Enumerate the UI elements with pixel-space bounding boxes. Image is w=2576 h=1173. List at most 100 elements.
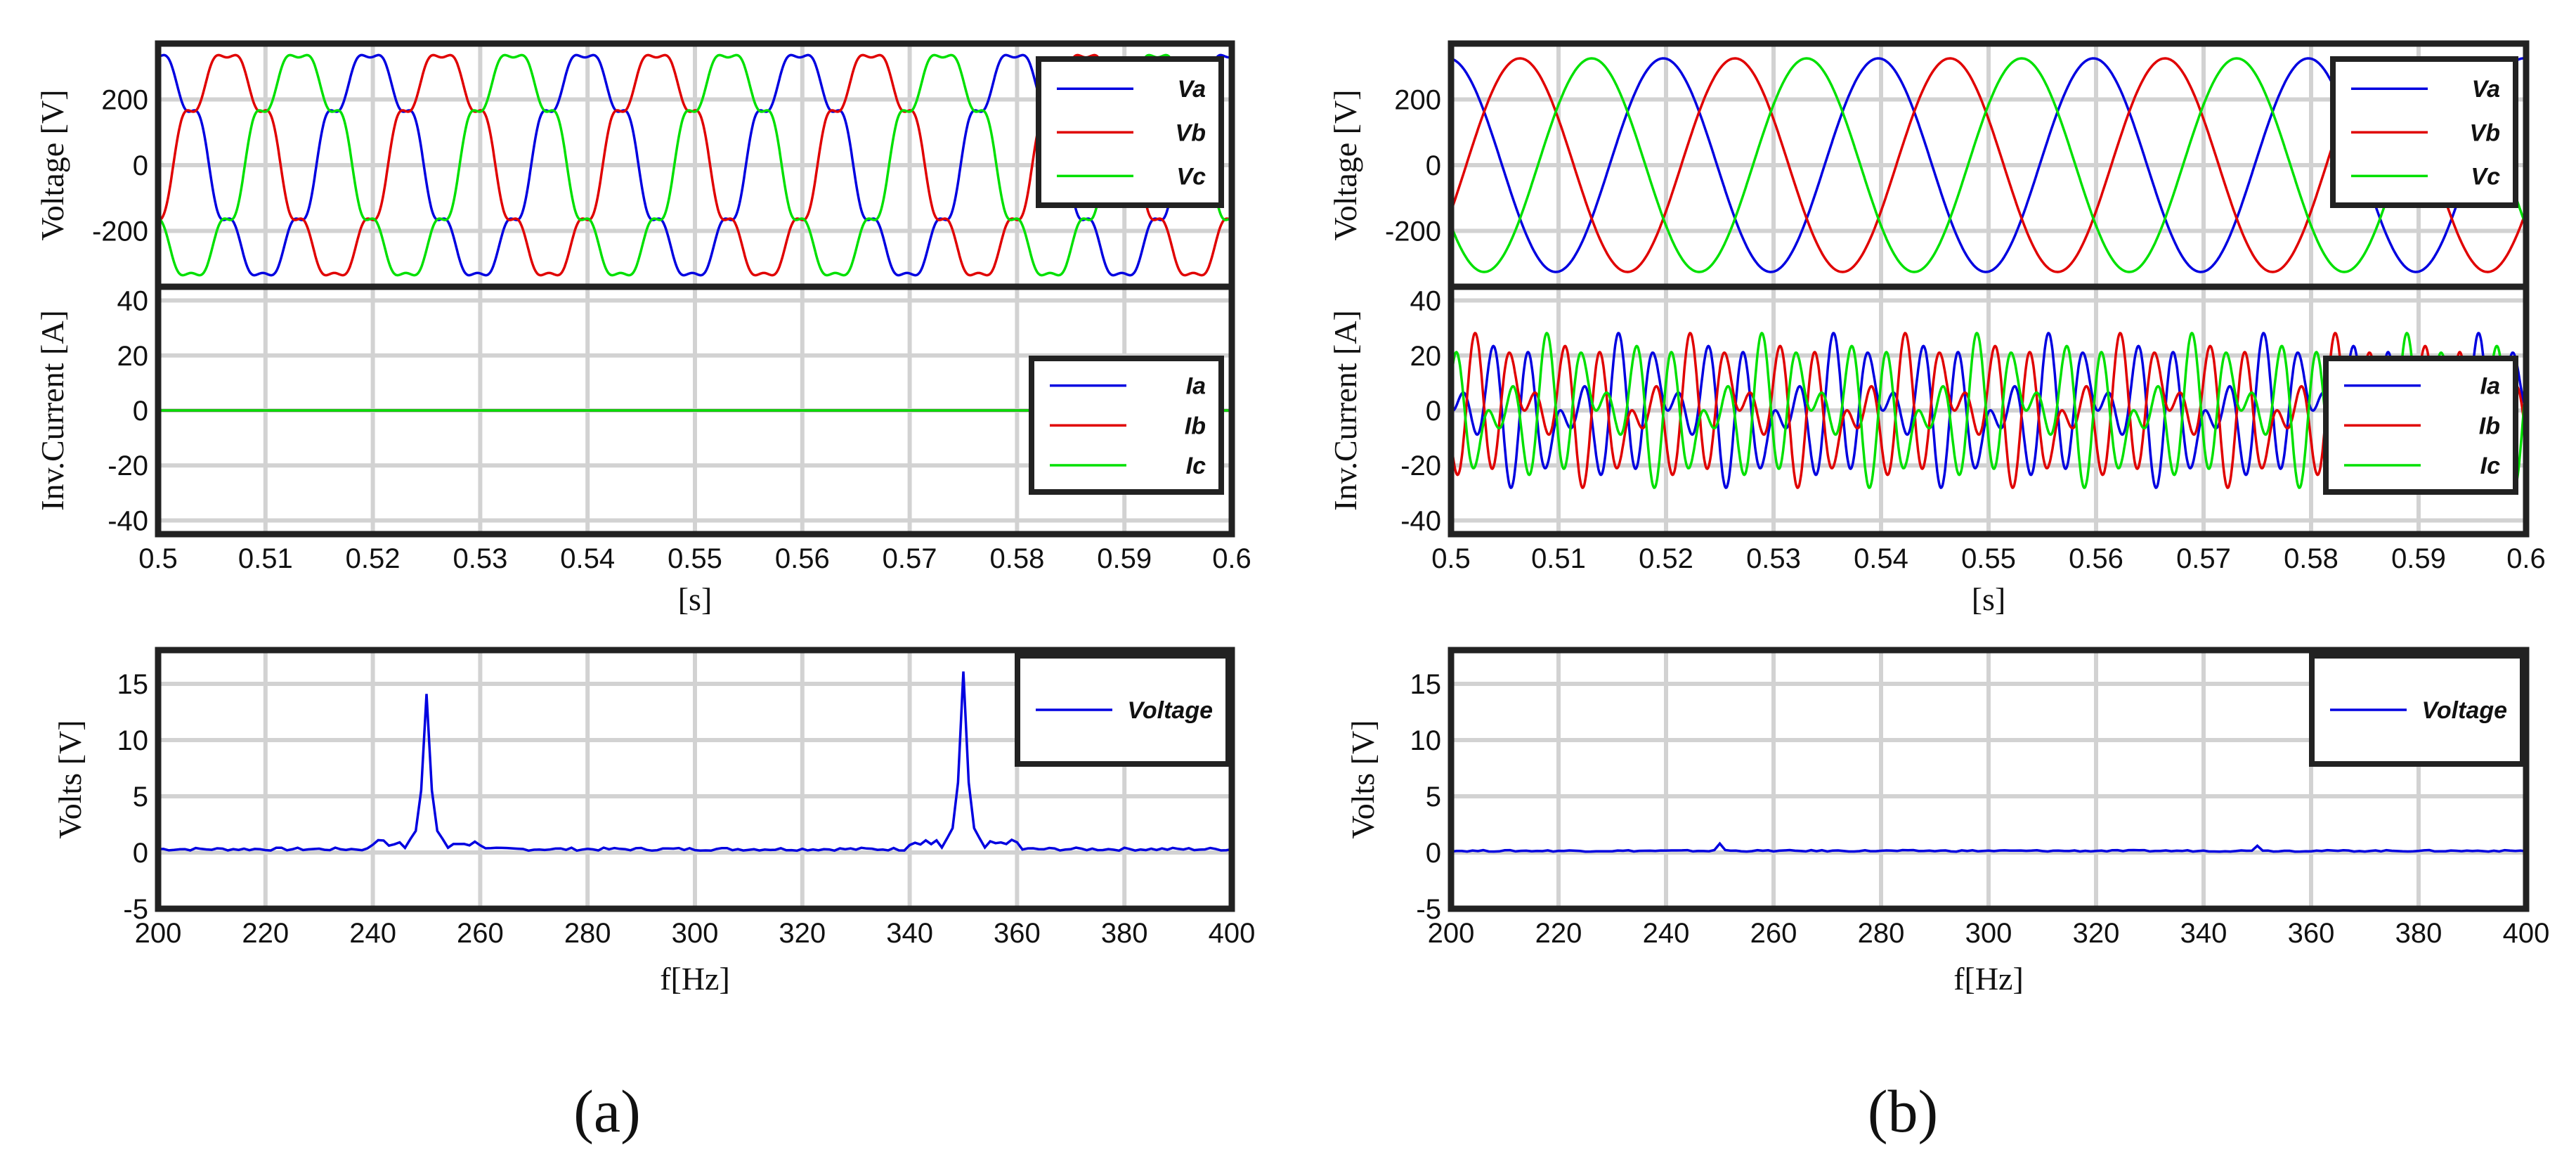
- x-tick-label: 380: [2395, 918, 2442, 949]
- x-tick-label: 0.55: [668, 543, 722, 574]
- legend-label-vb: Vb: [1176, 119, 1206, 146]
- x-tick-label: 300: [1965, 918, 2012, 949]
- x-tick-label: 220: [242, 918, 289, 949]
- x-tick-label: 380: [1101, 918, 1148, 949]
- y-tick-label: 5: [133, 782, 148, 812]
- x-tick-label: 0.53: [453, 543, 507, 574]
- x-tick-label: 260: [457, 918, 504, 949]
- x-tick-label: 0.51: [238, 543, 293, 574]
- legend-label-ib: Ib: [1185, 413, 1206, 439]
- x-tick-label: 360: [994, 918, 1041, 949]
- x-tick-label: 0.55: [1961, 543, 2016, 574]
- x-tick-label: 0.6: [2506, 543, 2546, 574]
- subfigure-caption: (a): [573, 1077, 640, 1145]
- y-tick-label: 10: [1410, 725, 1442, 756]
- legend-label-voltage: Voltage: [1127, 697, 1213, 724]
- current-plot: 40 20 0 -20 -40 Inv.Current [A] Ia Ib Ic 0.5 0.51 0…: [1327, 283, 2546, 617]
- spectrum-plot: 15 10 5 0 -5 Volts [V] Voltage 200 220 240 260 280 3…: [1345, 647, 2550, 997]
- legend-label-ia: Ia: [1186, 373, 1206, 400]
- y-tick-label: -40: [108, 505, 148, 536]
- voltage-plot: 200 0 -200 Voltage [V] Va Vb Vc: [1327, 40, 2530, 290]
- x-tick-label: 0.5: [1431, 543, 1471, 574]
- x-tick-label: 200: [135, 918, 182, 949]
- x-tick-label: 360: [2288, 918, 2335, 949]
- y-axis-label: Inv.Current [A]: [1327, 310, 1363, 511]
- y-tick-label: -20: [1400, 451, 1441, 481]
- x-tick-label: 0.54: [1854, 543, 1908, 574]
- y-tick-label: 40: [1410, 286, 1442, 317]
- series-line-voltage-spectrum: [157, 671, 1232, 853]
- legend-label-ib: Ib: [2479, 413, 2500, 439]
- subfigure-caption: (b): [1868, 1077, 1938, 1145]
- x-tick-label: 0.58: [989, 543, 1044, 574]
- x-axis-label: [s]: [678, 581, 713, 617]
- x-tick-label: 0.56: [775, 543, 830, 574]
- x-tick-label: 400: [1209, 918, 1256, 949]
- legend-label-ia: Ia: [2480, 373, 2500, 400]
- y-tick-label: 20: [1410, 341, 1442, 372]
- x-tick-label: 320: [2073, 918, 2120, 949]
- x-tick-label: 340: [2180, 918, 2227, 949]
- y-axis-label: Volts [V]: [52, 720, 88, 838]
- x-tick-label: 340: [886, 918, 933, 949]
- series-line-voltage-spectrum: [1450, 841, 2527, 853]
- legend-label-vc: Vc: [1176, 163, 1206, 190]
- y-tick-label: 0: [133, 838, 148, 869]
- x-tick-label: 0.59: [2391, 543, 2446, 574]
- x-tick-label: 240: [1643, 918, 1690, 949]
- series-line-vc: [1451, 57, 2526, 273]
- x-tick-label: 0.5: [138, 543, 178, 574]
- y-axis-label: Voltage [V]: [1327, 89, 1363, 240]
- y-tick-label: -5: [1416, 894, 1441, 925]
- legend-label-ic: Ic: [1186, 453, 1206, 479]
- y-tick-label: 15: [1410, 669, 1442, 700]
- x-tick-label: 200: [1428, 918, 1475, 949]
- x-tick-label: 320: [779, 918, 826, 949]
- x-tick-label: 260: [1750, 918, 1797, 949]
- voltage-plot: 200 0 -200 Voltage [V] Va Vb Vc: [34, 40, 1235, 290]
- x-tick-label: 0.52: [1639, 543, 1693, 574]
- series-line-vc: [158, 53, 1232, 277]
- x-axis-label: f[Hz]: [1953, 961, 2024, 997]
- current-plot-frame: [1448, 283, 2530, 538]
- y-tick-label: 20: [117, 341, 149, 372]
- y-tick-label: -200: [92, 216, 148, 247]
- x-tick-label: 0.58: [2284, 543, 2338, 574]
- legend-label-va: Va: [2472, 76, 2500, 103]
- y-tick-label: 15: [117, 669, 149, 700]
- current-plot-frame: [155, 283, 1235, 538]
- x-tick-label: 0.56: [2069, 543, 2123, 574]
- legend-label-ic: Ic: [2480, 453, 2500, 479]
- legend-label-voltage: Voltage: [2421, 697, 2507, 724]
- spectrum-plot-frame: [1448, 647, 2530, 912]
- x-tick-label: 280: [564, 918, 611, 949]
- current-plot: 40 20 0 -20 -40 Inv.Current [A] Ia Ib Ic 0.5 0.51 0…: [34, 283, 1251, 617]
- y-tick-label: 0: [1426, 396, 1441, 427]
- x-axis-label: [s]: [1972, 581, 2006, 617]
- x-axis-label: f[Hz]: [660, 961, 730, 997]
- legend-label-va: Va: [1178, 76, 1206, 103]
- y-tick-label: 5: [1426, 782, 1441, 812]
- x-tick-label: 0.57: [2176, 543, 2231, 574]
- y-tick-label: 200: [1394, 84, 1441, 115]
- x-tick-label: 240: [349, 918, 396, 949]
- x-tick-label: 0.51: [1531, 543, 1586, 574]
- y-axis-label: Voltage [V]: [34, 89, 70, 240]
- x-tick-label: 400: [2503, 918, 2550, 949]
- y-tick-label: 200: [101, 84, 148, 115]
- legend-label-vc: Vc: [2471, 163, 2500, 190]
- spectrum-plot-frame: [155, 647, 1235, 912]
- y-axis-label: Volts [V]: [1345, 720, 1381, 838]
- x-tick-label: 0.54: [560, 543, 615, 574]
- y-tick-label: 0: [1426, 838, 1441, 869]
- x-tick-label: 0.53: [1746, 543, 1801, 574]
- x-tick-label: 0.57: [883, 543, 937, 574]
- y-tick-label: 0: [1426, 150, 1441, 181]
- y-tick-label: -40: [1400, 505, 1441, 536]
- y-tick-label: 10: [117, 725, 149, 756]
- y-tick-label: -200: [1385, 216, 1441, 247]
- x-tick-label: 0.52: [346, 543, 401, 574]
